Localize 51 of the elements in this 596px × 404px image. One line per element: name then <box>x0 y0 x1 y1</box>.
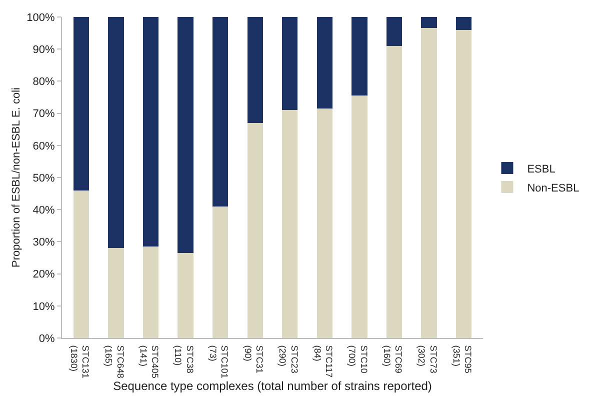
bar <box>212 206 228 338</box>
bar <box>108 248 124 338</box>
bar <box>316 17 333 108</box>
y-axis-title: Proportion of ESBL/non-ESBL E. coli <box>10 88 22 268</box>
legend-label: ESBL <box>527 163 556 176</box>
bar <box>421 28 437 338</box>
x-tick-label: STC648 (165) <box>104 345 126 378</box>
bar <box>352 17 368 96</box>
bar <box>421 17 437 28</box>
bar <box>178 17 194 253</box>
bar <box>73 190 89 338</box>
x-tick-label: STC101 (73) <box>208 345 230 378</box>
bar <box>352 96 368 338</box>
y-tick-label: 20% <box>32 268 56 281</box>
bar <box>247 17 263 123</box>
y-tick-label: 10% <box>32 300 56 313</box>
y-tick-label: 40% <box>32 204 56 216</box>
bar <box>212 17 228 206</box>
bar <box>316 108 333 338</box>
y-tick-label: 30% <box>32 236 56 249</box>
y-tick-label: 70% <box>32 108 56 120</box>
bar <box>456 30 472 338</box>
y-tick-label: 90% <box>32 44 56 56</box>
y-tick-label: 60% <box>32 140 56 152</box>
bar <box>142 246 159 338</box>
x-tick-label: STC405 (141) <box>138 345 160 378</box>
x-tick-label: STC23 (290) <box>278 345 300 374</box>
bar <box>73 17 89 190</box>
bar <box>386 17 402 46</box>
x-tick-label: STC38 (110) <box>173 345 195 374</box>
bar <box>386 46 402 338</box>
x-tick-label: STC73 (302) <box>416 345 438 374</box>
bar <box>282 110 298 338</box>
x-tick-label: STC117 (84) <box>312 345 334 378</box>
y-tick-label: 0% <box>38 332 56 345</box>
y-tick-label: 100% <box>26 12 56 24</box>
bar <box>108 17 124 248</box>
bar <box>247 122 263 338</box>
x-tick-label: STC31 (90) <box>242 345 264 374</box>
x-tick-label: STC95 (351) <box>452 345 474 374</box>
bar <box>456 17 472 30</box>
x-tick-label: STC69 (160) <box>382 345 404 374</box>
y-tick-label: 80% <box>32 76 56 88</box>
y-tick-label: 50% <box>32 172 56 184</box>
bar <box>282 17 298 110</box>
x-axis-title: Sequence type complexes (total number of strains reported) <box>113 379 432 394</box>
legend-label: Non-ESBL <box>527 182 580 194</box>
x-tick-label: STC131 (1830) <box>68 345 90 378</box>
x-tick-label: STC10 (700) <box>347 345 369 374</box>
bar <box>178 252 194 338</box>
bar <box>142 17 159 247</box>
